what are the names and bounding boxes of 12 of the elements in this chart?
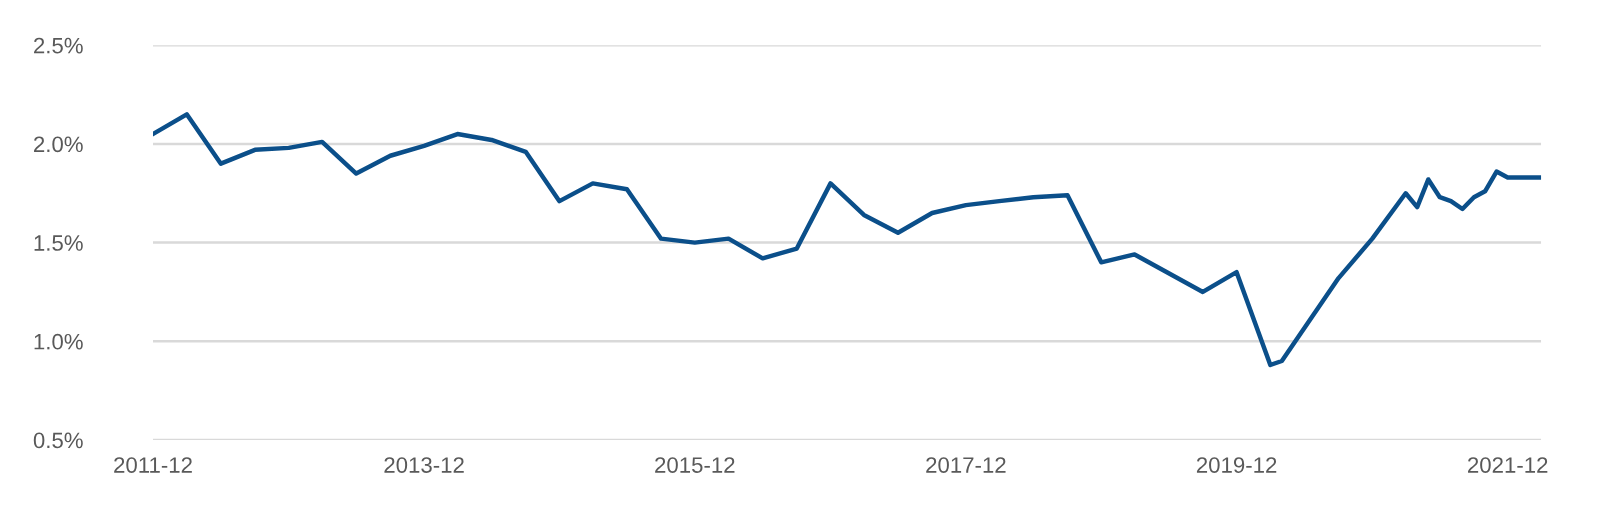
x-tick-label: 2017-12 <box>926 457 1006 473</box>
y-tick-label: 1.5% <box>34 235 83 251</box>
x-tick-label: 2021-12 <box>1468 457 1548 473</box>
x-tick-label: 2013-12 <box>384 457 464 473</box>
y-tick-label: 0.5% <box>33 432 83 449</box>
x-tick-label: 2011-12 <box>114 457 192 473</box>
x-tick-label: 2019-12 <box>1196 457 1277 473</box>
x-tick-label: 2015-12 <box>655 457 735 473</box>
y-tick-label: 2.5% <box>34 37 83 54</box>
line-series <box>153 112 1542 368</box>
y-tick-label: 2.0% <box>34 136 83 153</box>
y-tick-label: 1.0% <box>34 333 83 350</box>
